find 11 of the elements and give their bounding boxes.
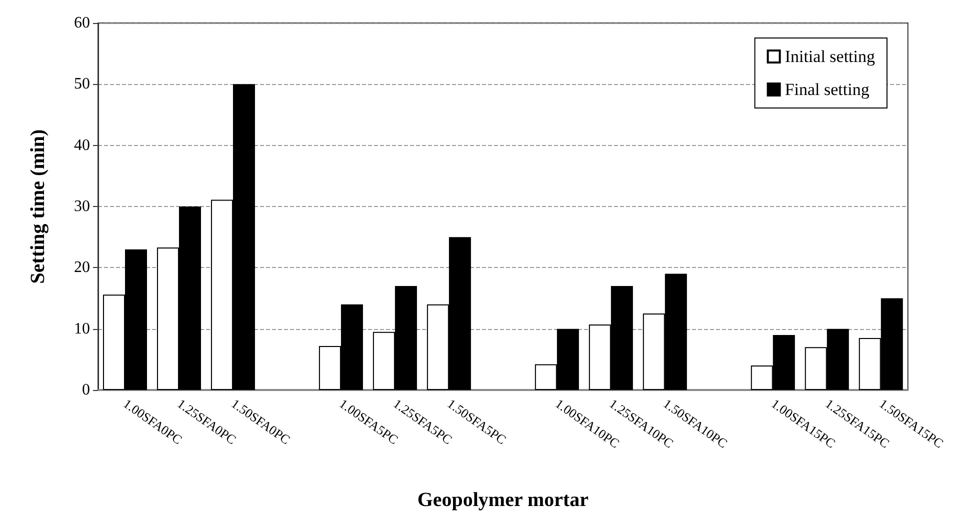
y-tick-label: 10 <box>74 320 90 338</box>
legend-label: Initial setting <box>784 47 876 66</box>
y-tick-label: 50 <box>74 76 90 93</box>
x-axis-title: Geopolymer mortar <box>417 489 589 511</box>
y-tick-label: 0 <box>82 382 90 398</box>
y-tick-label: 60 <box>74 14 90 32</box>
y-tick-label: 20 <box>74 259 90 276</box>
legend-label: Final setting <box>784 80 870 99</box>
y-axis-title: Setting time (min) <box>27 129 49 284</box>
y-tick-label: 40 <box>74 136 90 154</box>
y-tick-label: 30 <box>74 198 90 215</box>
